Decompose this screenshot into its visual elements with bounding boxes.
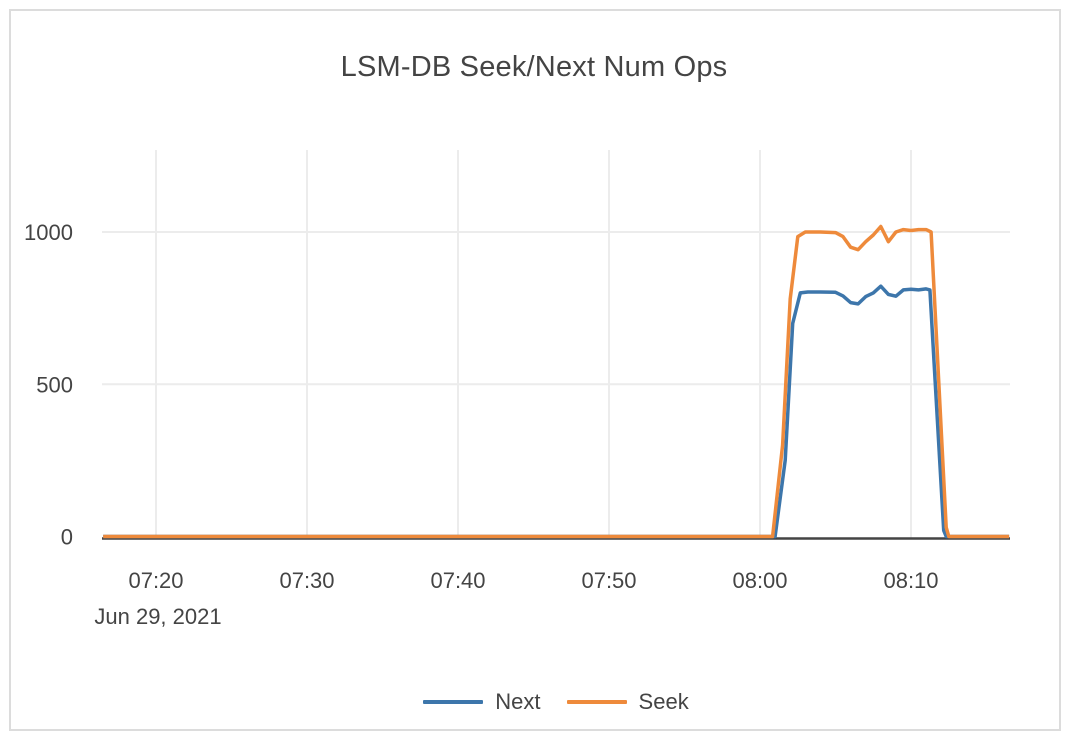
x-tick-label: 08:10 xyxy=(883,568,938,593)
legend-item-seek[interactable]: Seek xyxy=(566,689,689,715)
legend-label-seek: Seek xyxy=(638,689,689,714)
x-tick-label: 07:40 xyxy=(430,568,485,593)
series-line-seek[interactable] xyxy=(103,224,1010,539)
legend-item-next[interactable]: Next xyxy=(423,689,541,715)
next-series-line-icon xyxy=(423,700,484,704)
legend-label-next: Next xyxy=(495,689,541,714)
seek-series-line-icon xyxy=(566,700,627,704)
chart-legend: Next Seek xyxy=(102,688,1010,716)
y-tick-label: 500 xyxy=(36,372,73,397)
y-tick-label: 0 xyxy=(61,525,73,550)
x-tick-label: 07:30 xyxy=(279,568,334,593)
x-axis-date-label: Jun 29, 2021 xyxy=(94,604,221,629)
chart-title: LSM-DB Seek/Next Num Ops xyxy=(340,51,728,83)
y-tick-label: 1000 xyxy=(24,220,73,245)
chart-panel xyxy=(9,9,1061,731)
series-line-next[interactable] xyxy=(103,284,1010,539)
x-tick-label: 07:20 xyxy=(128,568,183,593)
x-tick-label: 08:00 xyxy=(732,568,787,593)
x-tick-label: 07:50 xyxy=(581,568,636,593)
